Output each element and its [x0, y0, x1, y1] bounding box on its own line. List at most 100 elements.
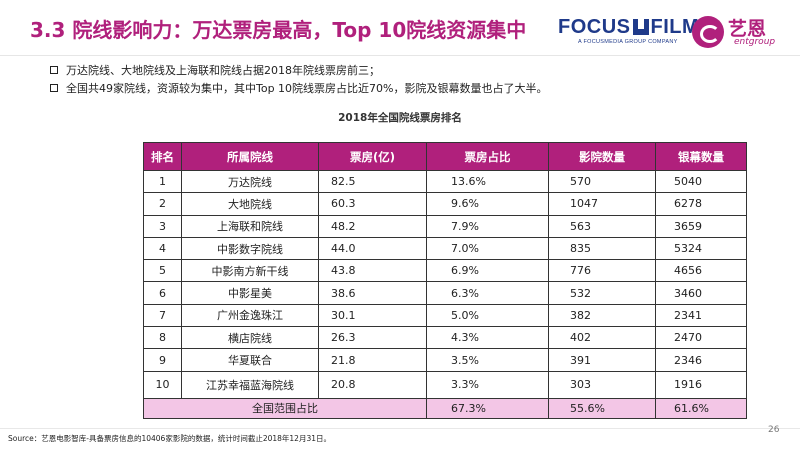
cell-rank: 9	[143, 348, 182, 372]
header-cinemas: 影院数量	[548, 142, 656, 171]
cell-rank: 4	[143, 236, 182, 261]
entgroup-logo-en: entgroup	[734, 37, 776, 47]
cell-share: 4.3%	[426, 326, 549, 350]
footer-cinemas: 55.6%	[548, 397, 656, 419]
cell-screens: 3659	[655, 214, 747, 238]
cell-box-office: 20.8	[318, 370, 427, 399]
cell-rank: 2	[143, 192, 182, 216]
cell-circuit: 中影星美	[181, 281, 319, 305]
footer-screens: 61.6%	[655, 397, 747, 419]
cell-share: 6.9%	[426, 259, 549, 283]
title-divider	[0, 55, 800, 56]
cell-share: 7.0%	[426, 236, 549, 261]
cell-circuit: 江苏幸福蓝海院线	[181, 370, 319, 399]
footer-label: 全国范围占比	[143, 397, 427, 419]
cell-cinemas: 382	[548, 303, 656, 328]
cell-screens: 3460	[655, 281, 747, 305]
source-note: Source：艺恩电影智库-具备票房信息的10406家影院的数据，统计时间截止2…	[8, 434, 331, 443]
bullet-text: 万达院线、大地院线及上海联和院线占据2018年院线票房前三；	[66, 64, 380, 77]
cell-cinemas: 835	[548, 236, 656, 261]
footer-share: 67.3%	[426, 397, 549, 419]
cell-box-office: 43.8	[318, 259, 427, 283]
cell-share: 3.5%	[426, 348, 549, 372]
bullet-item: 全国共49家院线，资源较为集中，其中Top 10院线票房占比近70%，影院及银幕…	[50, 80, 548, 98]
table-title: 2018年全国院线票房排名	[338, 112, 462, 124]
cell-box-office: 21.8	[318, 348, 427, 372]
cell-circuit: 中影数字院线	[181, 236, 319, 261]
cell-rank: 1	[143, 169, 182, 194]
cell-rank: 8	[143, 326, 182, 350]
cell-screens: 2470	[655, 326, 747, 350]
table-row: 8 横店院线 26.3 4.3% 402 2470	[143, 326, 747, 350]
cell-cinemas: 563	[548, 214, 656, 238]
cell-cinemas: 532	[548, 281, 656, 305]
cell-circuit: 横店院线	[181, 326, 319, 350]
cell-share: 5.0%	[426, 303, 549, 328]
cell-rank: 10	[143, 370, 182, 399]
cell-rank: 5	[143, 259, 182, 283]
cell-circuit: 大地院线	[181, 192, 319, 216]
cell-circuit: 广州金逸珠江	[181, 303, 319, 328]
cell-share: 3.3%	[426, 370, 549, 399]
page-number: 26	[768, 425, 780, 435]
film-logo-text: FILM	[650, 16, 700, 38]
cell-screens: 5324	[655, 236, 747, 261]
focus-logo-text: FOCUS	[558, 16, 631, 38]
flag-icon	[632, 19, 649, 35]
cell-share: 6.3%	[426, 281, 549, 305]
bullet-list: 万达院线、大地院线及上海联和院线占据2018年院线票房前三； 全国共49家院线，…	[50, 62, 548, 98]
bullet-item: 万达院线、大地院线及上海联和院线占据2018年院线票房前三；	[50, 62, 548, 80]
cell-rank: 3	[143, 214, 182, 238]
slide-title: 3.3 院线影响力：万达票房最高，Top 10院线资源集中	[30, 18, 527, 42]
cell-circuit: 上海联和院线	[181, 214, 319, 238]
table-row: 3 上海联和院线 48.2 7.9% 563 3659	[143, 214, 747, 238]
table-row: 9 华夏联合 21.8 3.5% 391 2346	[143, 348, 747, 372]
table-row: 5 中影南方新干线 43.8 6.9% 776 4656	[143, 259, 747, 283]
cell-cinemas: 570	[548, 169, 656, 194]
header-rank: 排名	[143, 142, 182, 171]
table-row: 10 江苏幸福蓝海院线 20.8 3.3% 303 1916	[143, 370, 747, 399]
cell-circuit: 华夏联合	[181, 348, 319, 372]
entgroup-logo: 艺恩 entgroup	[692, 14, 792, 48]
table-row: 2 大地院线 60.3 9.6% 1047 6278	[143, 192, 747, 216]
cell-cinemas: 402	[548, 326, 656, 350]
cell-screens: 5040	[655, 169, 747, 194]
checkbox-square-icon	[50, 84, 58, 92]
focus-film-logo: FOCUS FILM	[558, 16, 699, 39]
table-footer-row: 全国范围占比 67.3% 55.6% 61.6%	[143, 397, 747, 419]
cell-box-office: 82.5	[318, 169, 427, 194]
checkbox-square-icon	[50, 66, 58, 74]
header-share: 票房占比	[426, 142, 549, 171]
table-header-row: 排名 所属院线 票房(亿) 票房占比 影院数量 银幕数量	[143, 142, 747, 171]
cell-screens: 1916	[655, 370, 747, 399]
table-row: 1 万达院线 82.5 13.6% 570 5040	[143, 169, 747, 194]
ranking-table: 排名 所属院线 票房(亿) 票房占比 影院数量 银幕数量 1 万达院线 82.5…	[143, 142, 747, 419]
table-row: 6 中影星美 38.6 6.3% 532 3460	[143, 281, 747, 305]
cell-box-office: 26.3	[318, 326, 427, 350]
cell-circuit: 中影南方新干线	[181, 259, 319, 283]
cell-circuit: 万达院线	[181, 169, 319, 194]
focus-logo-subtitle: A FOCUSMEDIA GROUP COMPANY	[578, 39, 678, 45]
cell-share: 9.6%	[426, 192, 549, 216]
table-row: 7 广州金逸珠江 30.1 5.0% 382 2341	[143, 303, 747, 328]
bullet-text: 全国共49家院线，资源较为集中，其中Top 10院线票房占比近70%，影院及银幕…	[66, 82, 548, 95]
header-box-office: 票房(亿)	[318, 142, 427, 171]
cell-cinemas: 303	[548, 370, 656, 399]
cell-box-office: 44.0	[318, 236, 427, 261]
cell-rank: 6	[143, 281, 182, 305]
cell-box-office: 48.2	[318, 214, 427, 238]
entgroup-logo-cn: 艺恩	[728, 18, 767, 40]
header-screens: 银幕数量	[655, 142, 747, 171]
cell-screens: 4656	[655, 259, 747, 283]
entgroup-mark-icon	[692, 16, 724, 48]
cell-rank: 7	[143, 303, 182, 328]
cell-cinemas: 776	[548, 259, 656, 283]
cell-share: 7.9%	[426, 214, 549, 238]
cell-screens: 2341	[655, 303, 747, 328]
cell-box-office: 38.6	[318, 281, 427, 305]
header-circuit: 所属院线	[181, 142, 319, 171]
table-row: 4 中影数字院线 44.0 7.0% 835 5324	[143, 236, 747, 261]
footer-divider	[0, 428, 800, 429]
cell-box-office: 30.1	[318, 303, 427, 328]
cell-cinemas: 1047	[548, 192, 656, 216]
